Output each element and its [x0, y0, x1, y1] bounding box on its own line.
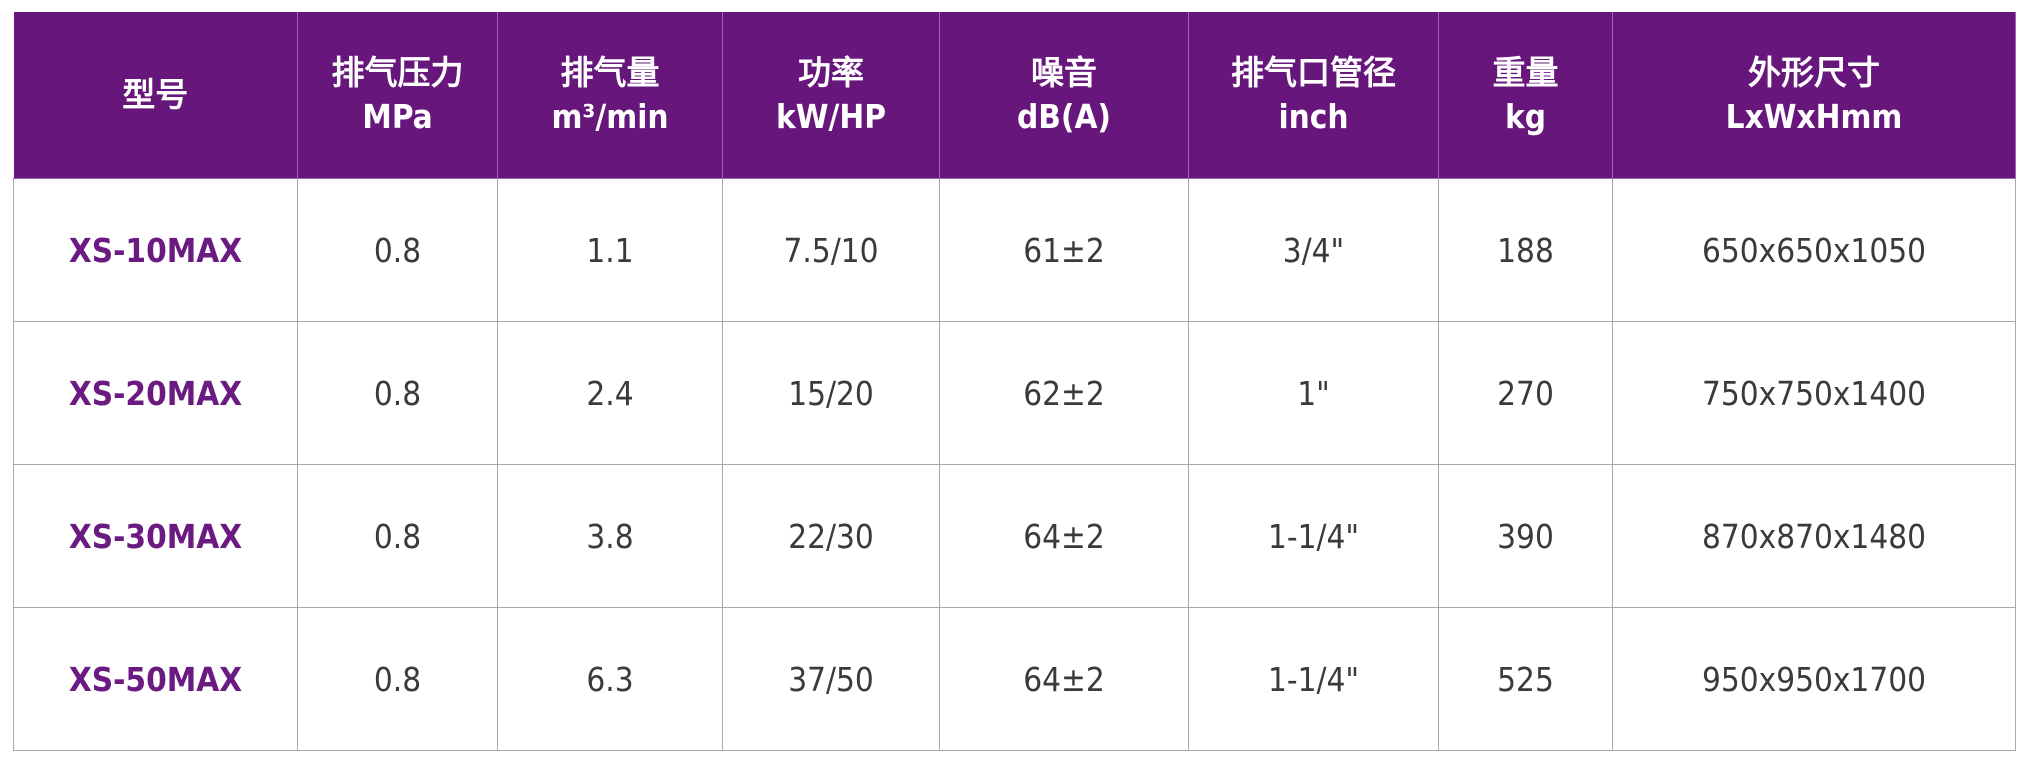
header-dimensions: 外形尺寸 LxWxHmm [1612, 12, 2016, 179]
cell-outlet-diameter: 3/4" [1188, 178, 1439, 322]
cell-dimensions: 650x650x1050 [1612, 178, 2016, 322]
cell-air-volume: 2.4 [497, 321, 723, 465]
cell-power: 22/30 [722, 464, 940, 608]
header-label: 功率 [798, 53, 864, 92]
header-unit: m³/min [551, 97, 669, 136]
header-unit: dB(A) [1017, 97, 1111, 136]
cell-outlet-diameter: 1-1/4" [1188, 464, 1439, 608]
cell-weight: 270 [1438, 321, 1613, 465]
spec-table: 型号 排气压力 MPa 排气量 m³/min 功率 kW/HP 噪音 dB(A) 排气口管径 inc… [13, 12, 2016, 751]
header-unit: kg [1505, 97, 1546, 136]
header-row: 型号 排气压力 MPa 排气量 m³/min 功率 kW/HP 噪音 dB(A) 排气口管径 inc… [13, 12, 2016, 179]
cell-air-volume: 3.8 [497, 464, 723, 608]
cell-air-volume: 6.3 [497, 607, 723, 751]
cell-outlet-diameter: 1-1/4" [1188, 607, 1439, 751]
cell-weight: 390 [1438, 464, 1613, 608]
header-label: 重量 [1492, 53, 1559, 92]
cell-pressure: 0.8 [297, 464, 498, 608]
cell-noise: 64±2 [939, 607, 1189, 751]
header-model: 型号 [13, 12, 298, 179]
header-unit: MPa [362, 97, 433, 136]
cell-model: XS-30MAX [13, 464, 298, 608]
header-label: 外形尺寸 [1748, 53, 1880, 92]
cell-dimensions: 950x950x1700 [1612, 607, 2016, 751]
header-outlet-diameter: 排气口管径 inch [1188, 12, 1439, 179]
cell-air-volume: 1.1 [497, 178, 723, 322]
cell-outlet-diameter: 1" [1188, 321, 1439, 465]
table-row: XS-10MAX 0.8 1.1 7.5/10 61±2 3/4" 188 650x650x1… [13, 178, 2016, 322]
cell-noise: 62±2 [939, 321, 1189, 465]
cell-noise: 61±2 [939, 178, 1189, 322]
cell-power: 15/20 [722, 321, 940, 465]
cell-model: XS-20MAX [13, 321, 298, 465]
header-label: 噪音 [1031, 53, 1097, 92]
cell-pressure: 0.8 [297, 178, 498, 322]
cell-model: XS-50MAX [13, 607, 298, 751]
header-unit: LxWxHmm [1725, 97, 1903, 136]
cell-pressure: 0.8 [297, 607, 498, 751]
cell-weight: 525 [1438, 607, 1613, 751]
header-label: 排气压力 [331, 53, 464, 92]
cell-model: XS-10MAX [13, 178, 298, 322]
cell-dimensions: 750x750x1400 [1612, 321, 2016, 465]
table-row: XS-20MAX 0.8 2.4 15/20 62±2 1" 270 750x750x1400 [13, 321, 2016, 465]
header-power: 功率 kW/HP [722, 12, 940, 179]
header-pressure: 排气压力 MPa [297, 12, 498, 179]
cell-weight: 188 [1438, 178, 1613, 322]
cell-dimensions: 870x870x1480 [1612, 464, 2016, 608]
cell-noise: 64±2 [939, 464, 1189, 608]
cell-pressure: 0.8 [297, 321, 498, 465]
header-label: 排气量 [560, 53, 660, 92]
cell-power: 7.5/10 [722, 178, 940, 322]
header-noise: 噪音 dB(A) [939, 12, 1189, 179]
table-row: XS-50MAX 0.8 6.3 37/50 64±2 1-1/4" 525 950x950x… [13, 607, 2016, 751]
header-unit: kW/HP [776, 97, 886, 136]
header-weight: 重量 kg [1438, 12, 1613, 179]
header-air-volume: 排气量 m³/min [497, 12, 723, 179]
header-label: 排气口管径 [1231, 53, 1396, 92]
cell-power: 37/50 [722, 607, 940, 751]
table-row: XS-30MAX 0.8 3.8 22/30 64±2 1-1/4" 390 870x870x… [13, 464, 2016, 608]
header-label: 型号 [122, 75, 189, 114]
header-unit: inch [1278, 97, 1349, 136]
